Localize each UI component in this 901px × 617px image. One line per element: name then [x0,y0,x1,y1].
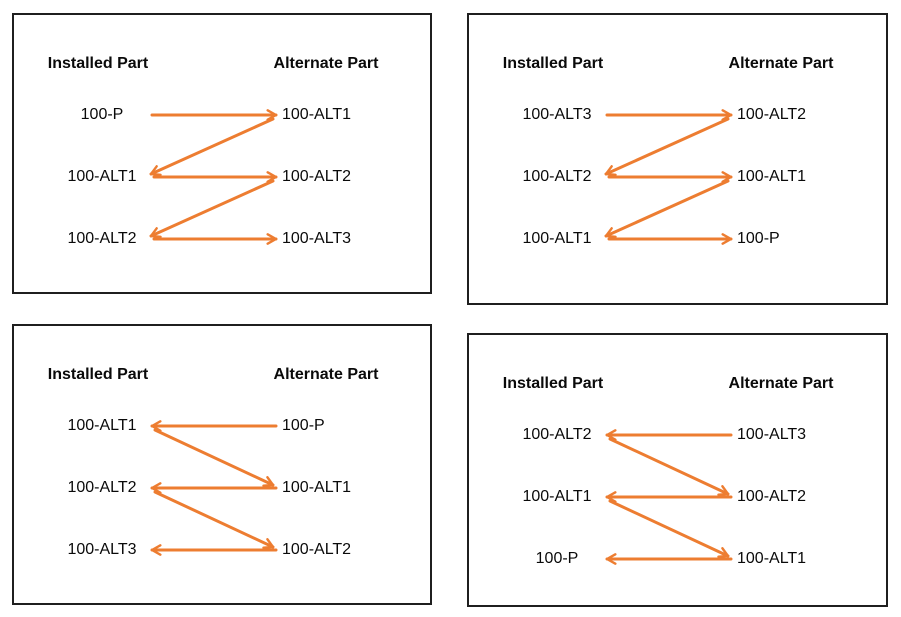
alternate-part-label: 100-ALT3 [737,426,807,443]
installed-part-header: Installed Part [47,366,149,383]
alternate-part-header: Alternate Part [728,375,834,392]
installed-part-label: 100-ALT1 [522,488,592,505]
alternate-part-label: 100-ALT1 [282,479,352,496]
installed-part-header: Installed Part [47,55,149,72]
installed-part-header: Installed Part [502,55,604,72]
installed-part-label: 100-ALT1 [522,230,592,247]
alternate-part-label: 100-ALT3 [282,230,352,247]
installed-part-header: Installed Part [502,375,604,392]
installed-part-label: 100-ALT3 [522,106,592,123]
alternate-part-label: 100-ALT2 [282,168,352,185]
installed-part-label: 100-ALT2 [67,479,137,496]
panel-top-left: Installed Part Alternate Part 100-P 100-… [12,13,432,294]
panel-top-right: Installed Part Alternate Part 100-ALT3 1… [467,13,888,305]
alternate-part-label: 100-ALT2 [282,541,352,558]
panel-bottom-right: Installed Part Alternate Part 100-ALT2 1… [467,333,888,607]
installed-part-label: 100-ALT3 [67,541,137,558]
alternate-part-label: 100-P [737,230,780,247]
alternate-part-label: 100-ALT1 [282,106,352,123]
installed-part-label: 100-P [535,550,579,567]
alternate-part-header: Alternate Part [728,55,834,72]
alternate-part-header: Alternate Part [273,55,379,72]
installed-part-label: 100-ALT1 [67,417,137,434]
alternate-part-label: 100-ALT2 [737,106,807,123]
alternate-part-label: 100-P [282,417,325,434]
alternate-part-label: 100-ALT1 [737,168,807,185]
installed-part-label: 100-ALT2 [522,168,592,185]
installed-part-label: 100-P [80,106,124,123]
alternate-part-label: 100-ALT2 [737,488,807,505]
installed-part-label: 100-ALT2 [522,426,592,443]
alternate-part-label: 100-ALT1 [737,550,807,567]
installed-part-label: 100-ALT2 [67,230,137,247]
alternate-part-header: Alternate Part [273,366,379,383]
panel-bottom-left: Installed Part Alternate Part 100-ALT1 1… [12,324,432,605]
installed-part-label: 100-ALT1 [67,168,137,185]
